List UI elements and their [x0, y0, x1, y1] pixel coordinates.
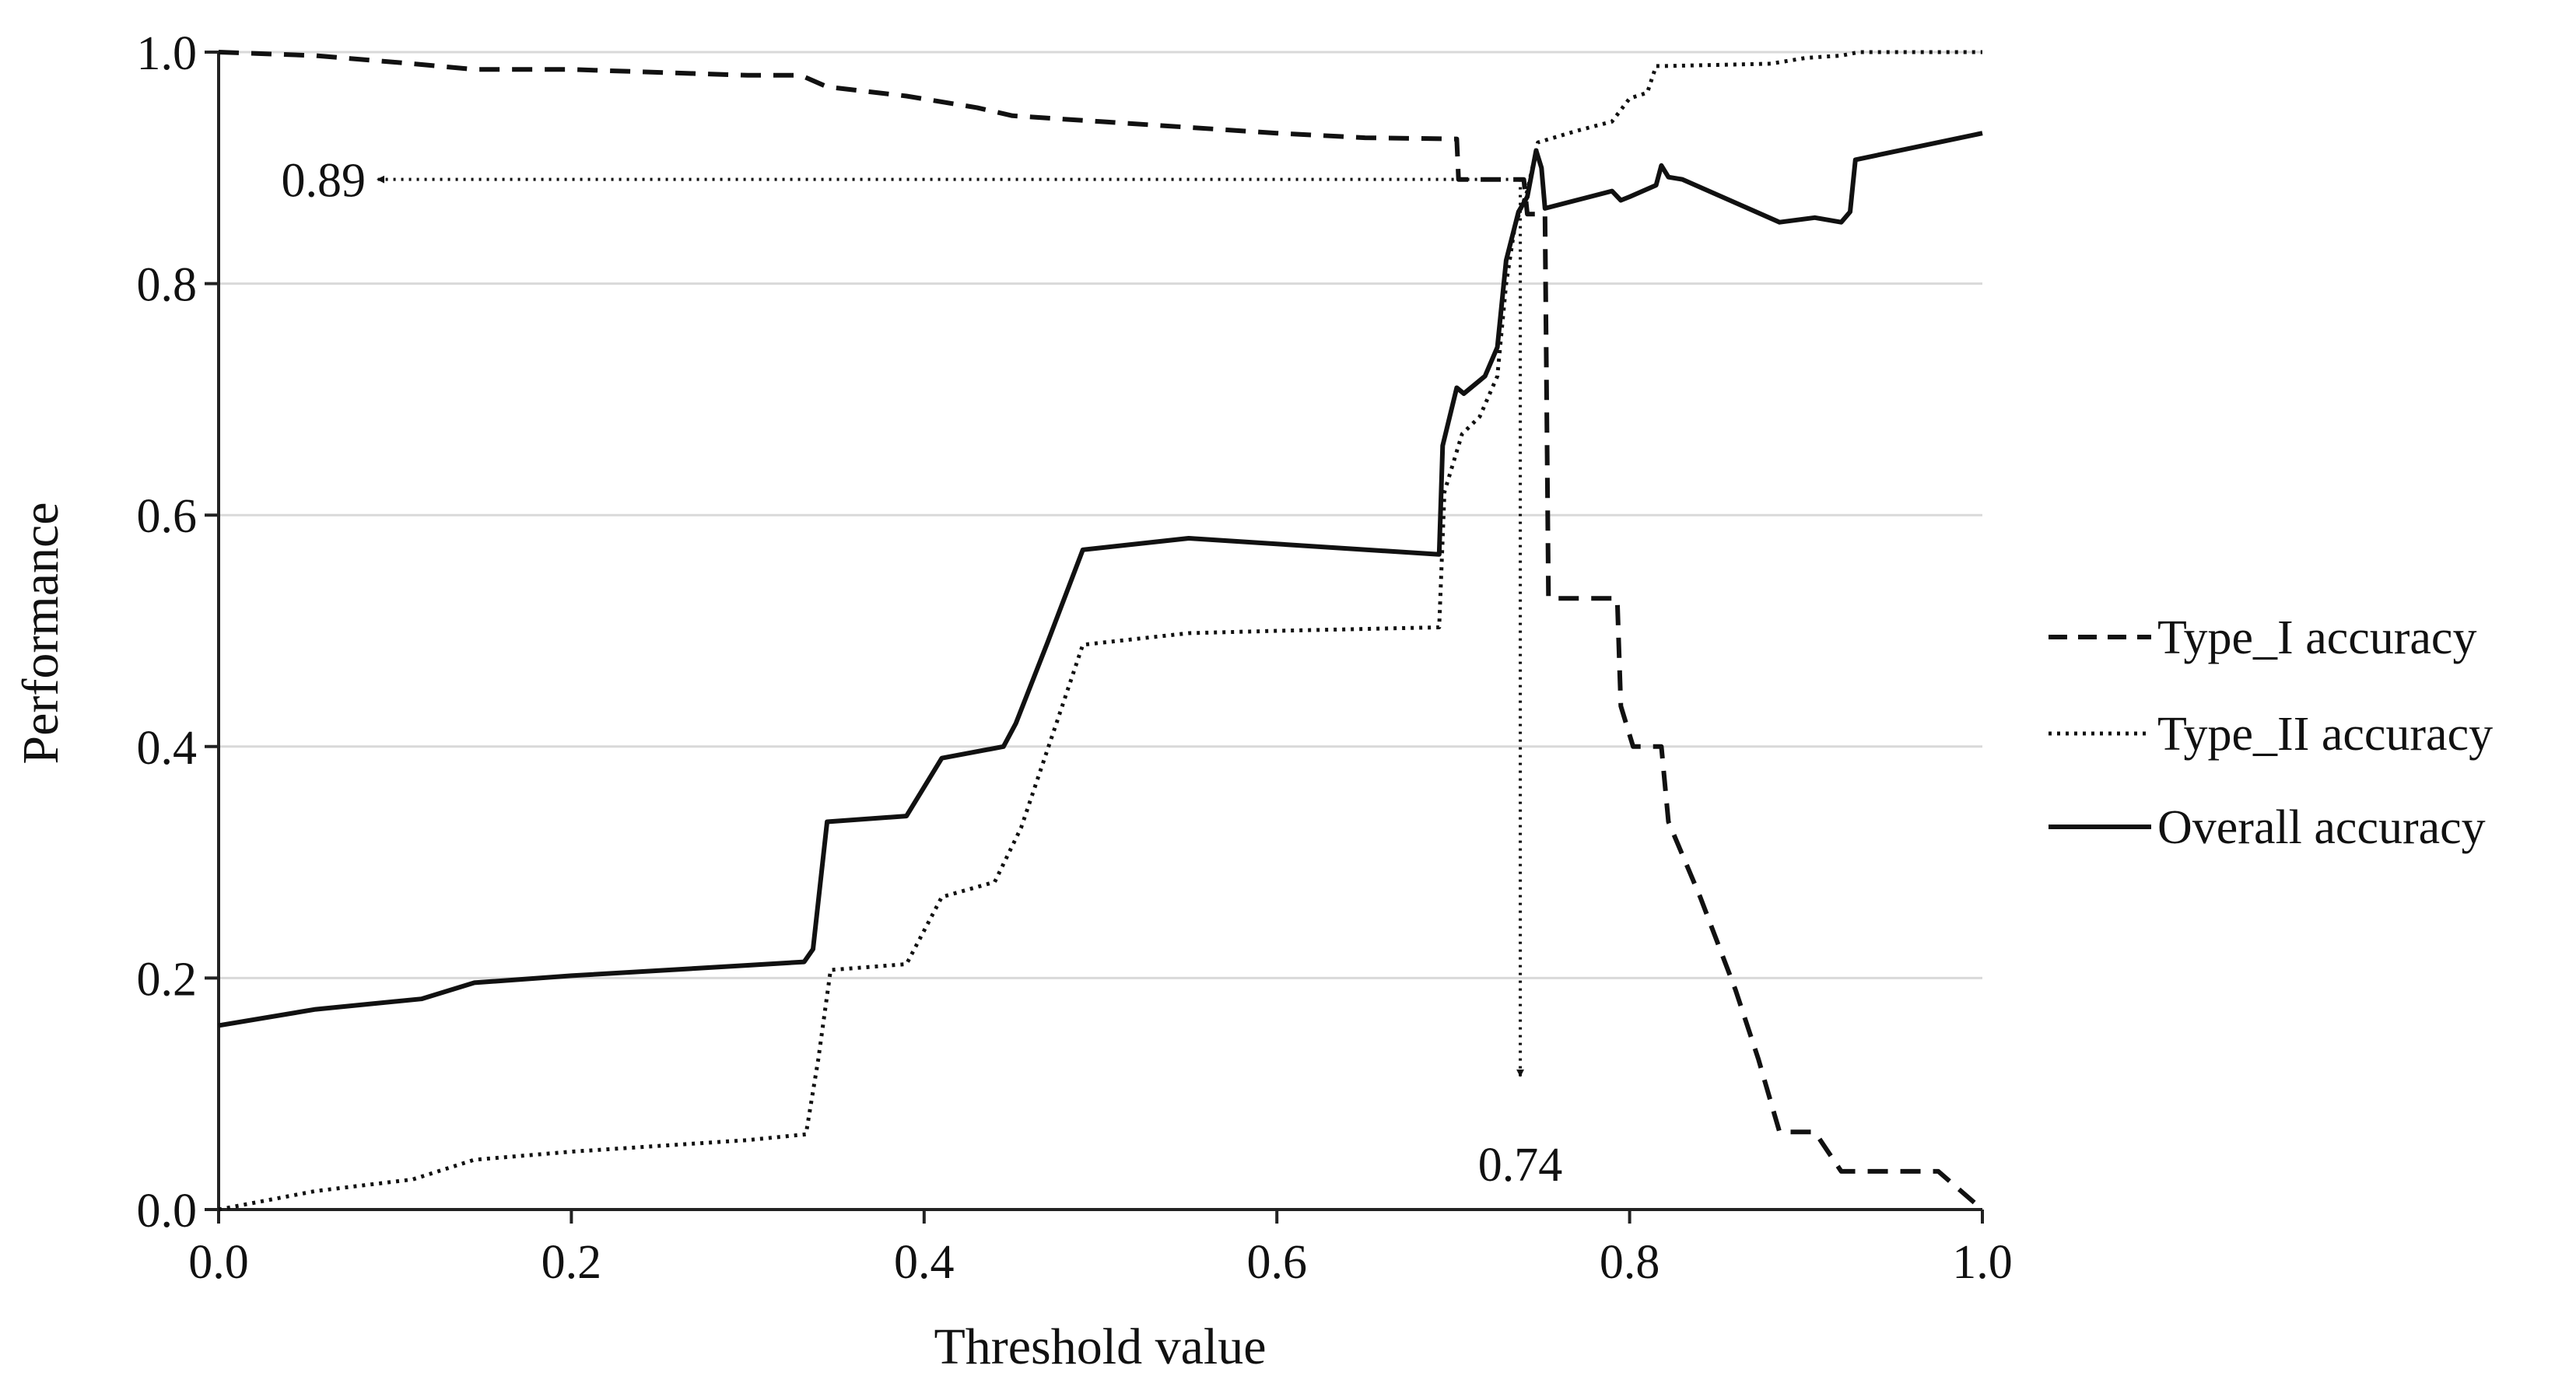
- series-line-overall-accuracy: [218, 131, 1983, 1028]
- tick-labels: 0.0 0.2 0.4 0.6 0.8 1.0 0.0 0.2 0.4 0.6 0.8 1.0: [137, 27, 2013, 1289]
- y-tick-label: 0.0: [137, 1185, 198, 1238]
- annotation-label-0-74: 0.74: [1478, 1139, 1563, 1192]
- x-tick-label: 0.4: [894, 1236, 955, 1289]
- annotations: 0.89 0.74: [282, 155, 1563, 1192]
- x-tick-label: 0.8: [1600, 1236, 1660, 1289]
- legend-label-overall: Overall accuracy: [2157, 801, 2486, 854]
- y-axis-title: Performance: [12, 502, 69, 764]
- series-line-type-i-accuracy: [218, 50, 1984, 1212]
- x-tick-label: 0.6: [1246, 1236, 1307, 1289]
- y-tick-label: 0.2: [137, 953, 198, 1006]
- y-tick-label: 0.4: [137, 722, 198, 775]
- series-line-type-ii-accuracy: [218, 50, 1982, 1212]
- x-tick-label: 0.0: [188, 1236, 249, 1289]
- x-axis-title: Threshold value: [934, 1318, 1266, 1375]
- x-tick-label: 0.2: [541, 1236, 602, 1289]
- y-tick-label: 1.0: [137, 27, 198, 80]
- gridlines: [219, 51, 1982, 979]
- x-tick-label: 1.0: [1952, 1236, 2013, 1289]
- series-lines: [218, 50, 1984, 1212]
- legend-label-type1: Type_I accuracy: [2157, 611, 2476, 664]
- annotation-label-0-89: 0.89: [282, 155, 366, 208]
- y-tick-label: 0.8: [137, 259, 198, 312]
- y-tick-label: 0.6: [137, 490, 198, 543]
- axes: [217, 52, 1982, 1211]
- legend: Type_I accuracy Type_II accuracy Overall…: [2049, 611, 2493, 854]
- legend-label-type2: Type_II accuracy: [2157, 708, 2493, 761]
